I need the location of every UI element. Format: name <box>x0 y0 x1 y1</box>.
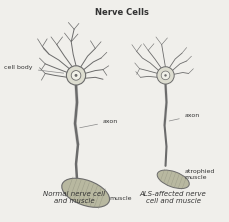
Text: Normal nerve cell
and muscle: Normal nerve cell and muscle <box>43 191 105 204</box>
Ellipse shape <box>164 74 166 77</box>
Ellipse shape <box>161 71 169 80</box>
Text: muscle: muscle <box>109 196 132 201</box>
Text: cell body: cell body <box>4 65 63 73</box>
Ellipse shape <box>62 178 109 207</box>
Text: atrophied
muscle: atrophied muscle <box>184 169 214 180</box>
Text: axon: axon <box>79 119 118 128</box>
Text: axon: axon <box>169 113 199 121</box>
Text: ALS-affected nerve
cell and muscle: ALS-affected nerve cell and muscle <box>139 191 206 204</box>
Ellipse shape <box>71 71 81 80</box>
Ellipse shape <box>66 66 85 85</box>
Ellipse shape <box>156 67 173 84</box>
Ellipse shape <box>156 170 188 188</box>
Text: Nerve Cells: Nerve Cells <box>95 8 149 17</box>
Ellipse shape <box>74 74 77 77</box>
